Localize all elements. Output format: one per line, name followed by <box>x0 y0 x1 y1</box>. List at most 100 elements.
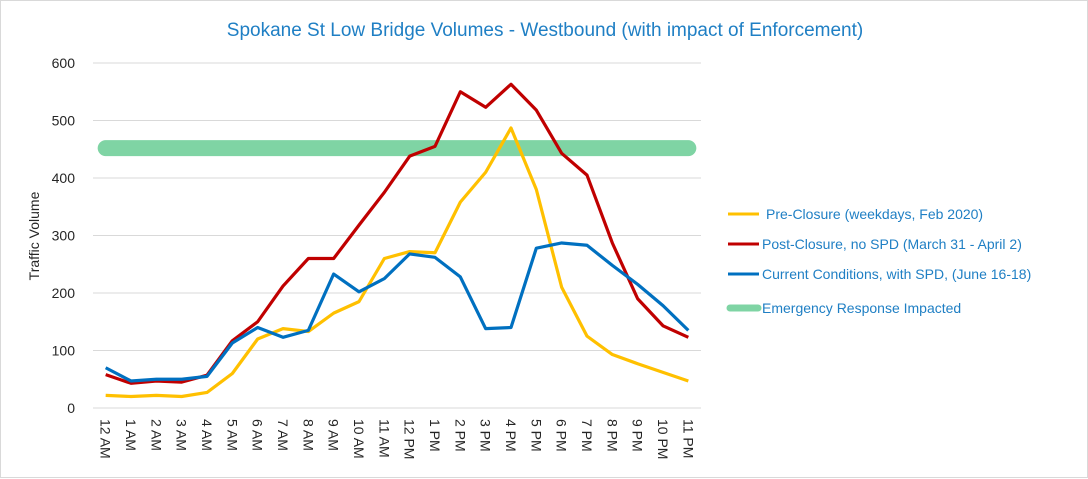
data-point <box>484 105 488 109</box>
data-point <box>256 337 260 341</box>
data-point <box>458 200 462 204</box>
data-point <box>534 108 538 112</box>
data-point <box>382 190 386 194</box>
data-point <box>306 257 310 261</box>
y-axis-label: Traffic Volume <box>26 191 42 280</box>
x-tick-label: 2 AM <box>148 419 164 451</box>
x-tick-label: 2 PM <box>452 419 468 452</box>
y-tick-label: 400 <box>52 170 76 186</box>
data-point <box>306 328 310 332</box>
legend-label: Post-Closure, no SPD (March 31 - April 2… <box>762 236 1022 252</box>
legend-label: Pre-Closure (weekdays, Feb 2020) <box>766 206 983 222</box>
data-point <box>357 290 361 294</box>
data-point <box>686 335 690 339</box>
data-point <box>610 263 614 267</box>
series-line-0 <box>105 126 689 399</box>
x-tick-label: 11 PM <box>680 419 696 458</box>
x-tick-label: 3 PM <box>478 419 494 452</box>
data-point <box>484 170 488 174</box>
data-point <box>433 144 437 148</box>
data-point <box>509 126 513 130</box>
data-point <box>661 370 665 374</box>
data-point <box>610 241 614 245</box>
data-point <box>154 393 158 397</box>
data-point <box>534 246 538 250</box>
data-point <box>281 335 285 339</box>
y-tick-label: 100 <box>52 343 76 359</box>
data-point <box>636 362 640 366</box>
data-point <box>534 188 538 192</box>
y-tick-label: 500 <box>52 113 76 129</box>
x-tick-label: 3 AM <box>174 419 190 451</box>
data-point <box>686 328 690 332</box>
x-tick-label: 9 PM <box>630 419 646 452</box>
data-point <box>205 390 209 394</box>
x-tick-label: 9 AM <box>326 419 342 451</box>
data-point <box>129 395 133 399</box>
x-tick-label: 4 PM <box>503 419 519 452</box>
data-point <box>661 304 665 308</box>
data-point <box>205 374 209 378</box>
data-point <box>154 377 158 381</box>
data-point <box>129 379 133 383</box>
x-tick-label: 10 PM <box>655 419 671 459</box>
data-point <box>661 324 665 328</box>
data-point <box>408 252 412 256</box>
data-point <box>560 151 564 155</box>
x-tick-label: 5 AM <box>224 419 240 451</box>
x-tick-label: 5 PM <box>528 419 544 452</box>
data-point <box>509 82 513 86</box>
data-point <box>104 393 108 397</box>
x-tick-label: 8 AM <box>300 419 316 451</box>
x-axis-ticks: 12 AM 1 AM 2 AM 3 AM 4 AM 5 AM 6 AM 7 AM 8 AM 9 A… <box>98 419 697 459</box>
data-point <box>458 275 462 279</box>
series-line-2 <box>104 241 690 383</box>
data-point <box>458 90 462 94</box>
data-point <box>560 285 564 289</box>
y-tick-label: 200 <box>52 285 76 301</box>
gridlines <box>93 62 701 409</box>
data-point <box>104 373 108 377</box>
data-point <box>585 173 589 177</box>
chart-title: Spokane St Low Bridge Volumes - Westboun… <box>227 20 863 41</box>
legend-label: Emergency Response Impacted <box>762 300 961 316</box>
data-point <box>357 300 361 304</box>
data-point <box>281 327 285 331</box>
data-point <box>509 326 513 330</box>
data-point <box>256 320 260 324</box>
y-axis-ticks: 0 100 200 300 400 500 600 <box>52 55 76 416</box>
x-tick-label: 1 PM <box>427 419 443 452</box>
x-tick-label: 12 AM <box>98 419 114 459</box>
data-point <box>180 377 184 381</box>
data-point <box>484 327 488 331</box>
data-point <box>610 353 614 357</box>
x-tick-label: 10 AM <box>351 419 367 459</box>
data-point <box>560 241 564 245</box>
legend-label: Current Conditions, with SPD, (June 16-1… <box>762 266 1031 282</box>
x-tick-label: 8 PM <box>604 419 620 452</box>
data-point <box>433 251 437 255</box>
x-tick-label: 7 PM <box>579 419 595 452</box>
data-point <box>585 334 589 338</box>
x-tick-label: 6 PM <box>554 419 570 452</box>
x-tick-label: 1 AM <box>123 419 139 451</box>
data-point <box>686 379 690 383</box>
data-point <box>433 255 437 259</box>
data-point <box>104 366 108 370</box>
data-point <box>382 257 386 261</box>
x-tick-label: 7 AM <box>275 419 291 451</box>
legend: Pre-Closure (weekdays, Feb 2020) Post-Clo… <box>726 206 1031 316</box>
data-point <box>585 243 589 247</box>
series-lines <box>97 82 697 399</box>
data-point <box>382 277 386 281</box>
y-tick-label: 0 <box>67 400 75 416</box>
data-point <box>180 395 184 399</box>
x-tick-label: 11 AM <box>376 419 392 458</box>
data-point <box>256 326 260 330</box>
y-tick-label: 300 <box>52 228 76 244</box>
data-point <box>281 284 285 288</box>
data-point <box>357 223 361 227</box>
data-point <box>230 341 234 345</box>
